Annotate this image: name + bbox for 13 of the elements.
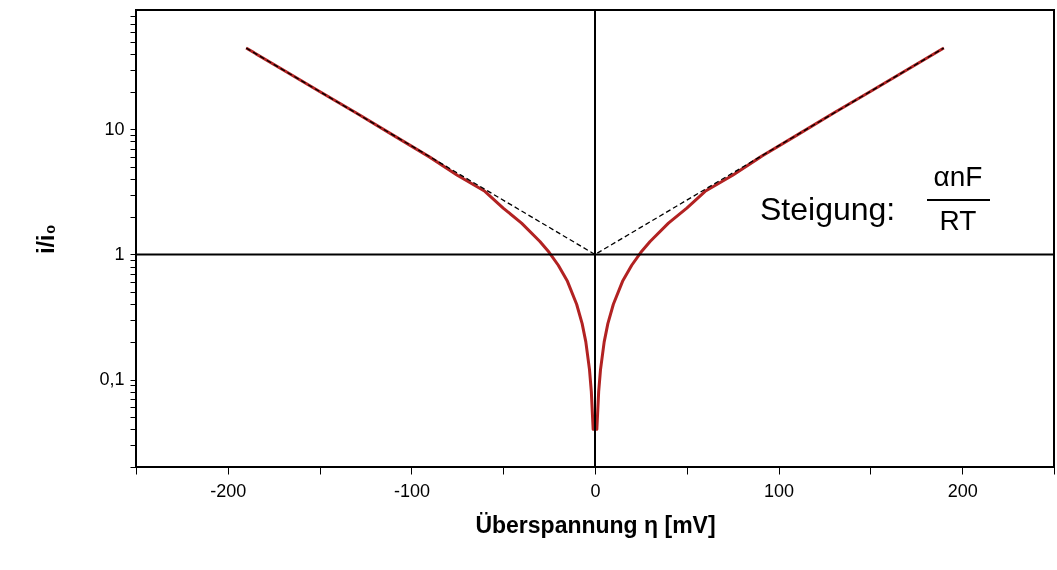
y-tick-label: 1: [114, 243, 125, 264]
y-tick-label: 0,1: [99, 369, 125, 390]
x-tick-label: 200: [947, 480, 978, 501]
annotation: αnF: [933, 161, 983, 192]
x-tick-label: 0: [590, 480, 601, 501]
annotation: Steigung:: [760, 191, 896, 227]
x-axis-title: Überspannung η [mV]: [475, 511, 716, 538]
x-tick-label: 100: [764, 480, 795, 501]
annotation: RT: [939, 205, 977, 236]
y-axis-title: i/i₀: [33, 224, 60, 254]
y-tick-label: 10: [104, 118, 125, 139]
x-tick-label: -100: [393, 480, 430, 501]
x-tick-label: -200: [210, 480, 247, 501]
